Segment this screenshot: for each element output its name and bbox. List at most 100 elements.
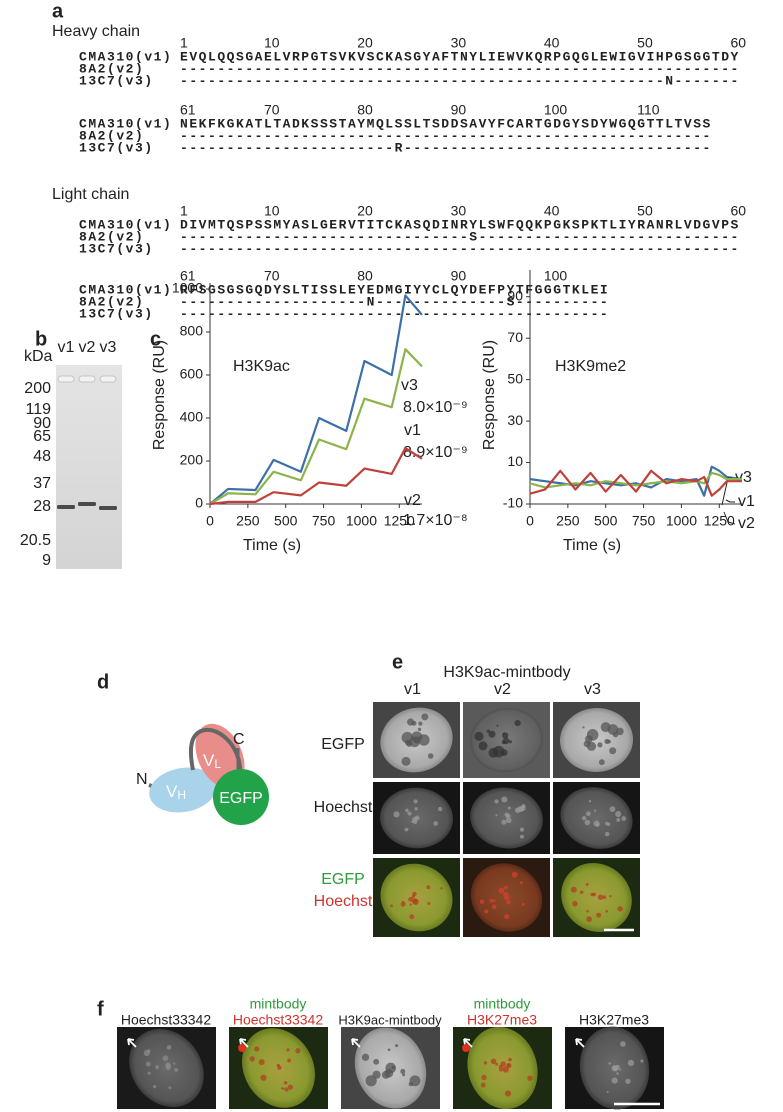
- nuclear-spot: [508, 740, 512, 744]
- domain-subscript: L: [214, 757, 221, 771]
- nuclear-spot: [413, 799, 418, 804]
- marker-label: 200: [24, 380, 51, 397]
- clone-name: CMA310(v1): [79, 217, 172, 232]
- nuclear-spot: [585, 882, 589, 886]
- nuclear-spot: [488, 730, 496, 738]
- y-tick-label: 200: [180, 452, 204, 468]
- nuclear-spot: [284, 1087, 289, 1092]
- nuclear-spot: [504, 1090, 512, 1097]
- nuclear-spot: [504, 914, 510, 920]
- arrow: [239, 1038, 249, 1048]
- column-label: mintbody: [250, 996, 307, 1012]
- nuclear-spot: [519, 881, 523, 885]
- arrow: [351, 1038, 361, 1048]
- nucleus: [559, 708, 634, 772]
- marker-label: 90: [33, 415, 51, 432]
- micrograph: [373, 782, 460, 854]
- nuclear-spot: [620, 1041, 626, 1047]
- leader-line: [723, 511, 736, 525]
- response-curve: [209, 294, 423, 505]
- position-number: 61: [180, 102, 196, 118]
- position-number: 80: [357, 102, 373, 118]
- position-number: 30: [451, 203, 467, 219]
- nuclear-spot: [387, 1048, 391, 1052]
- clone-name: 8A2(v2): [79, 294, 144, 309]
- egfp-label: EGFP: [219, 790, 263, 807]
- nuclear-spot: [490, 1058, 497, 1065]
- nuclear-spot: [373, 1058, 380, 1065]
- nuclear-spot: [409, 903, 412, 906]
- well: [99, 375, 117, 383]
- nuclear-spot: [495, 1062, 499, 1066]
- nuclear-spot: [254, 1046, 260, 1052]
- nuclear-spot: [412, 891, 417, 897]
- micrograph: [463, 858, 550, 937]
- nuclear-spot: [621, 816, 627, 821]
- nuclear-spot: [492, 899, 496, 903]
- nuclear-spot: [418, 721, 423, 726]
- merge-label: EGFP: [321, 871, 365, 888]
- column-label: v1: [404, 681, 421, 698]
- marker-label: 9: [42, 552, 51, 569]
- marker-label: 28: [33, 498, 51, 515]
- marker-label: 65: [33, 428, 51, 445]
- nuclear-spot: [145, 1061, 151, 1067]
- nuclear-spot: [174, 1068, 179, 1072]
- egfp-domain: [213, 769, 269, 825]
- protein-band: [78, 502, 96, 506]
- nuclear-spot: [586, 916, 592, 923]
- dissociation-constant: 8.0×10⁻⁹: [403, 399, 468, 416]
- position-number: 30: [451, 35, 467, 51]
- column-label: H3K9ac-mintbody: [338, 1012, 442, 1027]
- nuclear-spot: [613, 1067, 618, 1072]
- nuclear-spot: [581, 816, 587, 821]
- nuclear-spot: [508, 1057, 512, 1062]
- nuclear-spot: [511, 871, 518, 878]
- nuclear-spot: [480, 1082, 486, 1088]
- clone-name: 13C7(v3): [79, 140, 154, 155]
- x-tick-label: 1000: [346, 513, 377, 529]
- x-tick-label: 1250: [704, 513, 735, 529]
- nuclear-spot: [498, 1067, 504, 1072]
- x-tick-label: 0: [206, 513, 214, 529]
- nuclear-spot: [502, 737, 510, 745]
- column-label: Hoechst33342: [121, 1012, 212, 1028]
- clone-name: 13C7(v3): [79, 241, 154, 256]
- marker-label: 48: [33, 448, 51, 465]
- clone-name: CMA310(v1): [79, 282, 172, 297]
- chart-title: H3K9ac: [233, 358, 290, 375]
- x-tick-label: 750: [312, 513, 336, 529]
- nuclear-spot: [385, 1062, 397, 1074]
- nuclear-spot: [409, 736, 420, 748]
- lane-label: v1: [58, 339, 75, 356]
- row-label: EGFP: [321, 736, 365, 753]
- signal-spot: [462, 1044, 470, 1052]
- nucleus: [561, 863, 632, 932]
- position-number: 100: [544, 102, 568, 118]
- nuclear-spot: [506, 1063, 512, 1069]
- nuclear-spot: [390, 904, 393, 908]
- dissociation-constant: 1.7×10⁻⁸: [403, 512, 468, 529]
- nuclear-spot: [616, 817, 621, 822]
- micrograph: [229, 1027, 328, 1109]
- nuclear-spot: [619, 1068, 622, 1071]
- arrow: [127, 1038, 137, 1048]
- nuclear-spot: [249, 1056, 255, 1062]
- nuclear-spot: [586, 909, 589, 913]
- position-number: 100: [544, 268, 568, 284]
- nuclear-spot: [173, 1062, 176, 1065]
- y-tick-label: 10: [507, 453, 523, 469]
- sequence: ----------------------------------------…: [180, 128, 712, 143]
- nuclear-spot: [152, 1084, 157, 1089]
- nuclear-spot: [607, 822, 611, 826]
- x-axis-label: Time (s): [243, 537, 301, 554]
- nuclear-spot: [287, 1084, 294, 1090]
- y-tick-label: 600: [180, 366, 204, 382]
- sequence: ----------------------------------------…: [180, 73, 740, 88]
- position-number: 90: [451, 102, 467, 118]
- nuclear-spot: [168, 1086, 172, 1090]
- signal-spot: [238, 1044, 246, 1052]
- position-number: 60: [730, 203, 746, 219]
- series-label: v1: [404, 422, 421, 439]
- micrograph: [463, 782, 550, 854]
